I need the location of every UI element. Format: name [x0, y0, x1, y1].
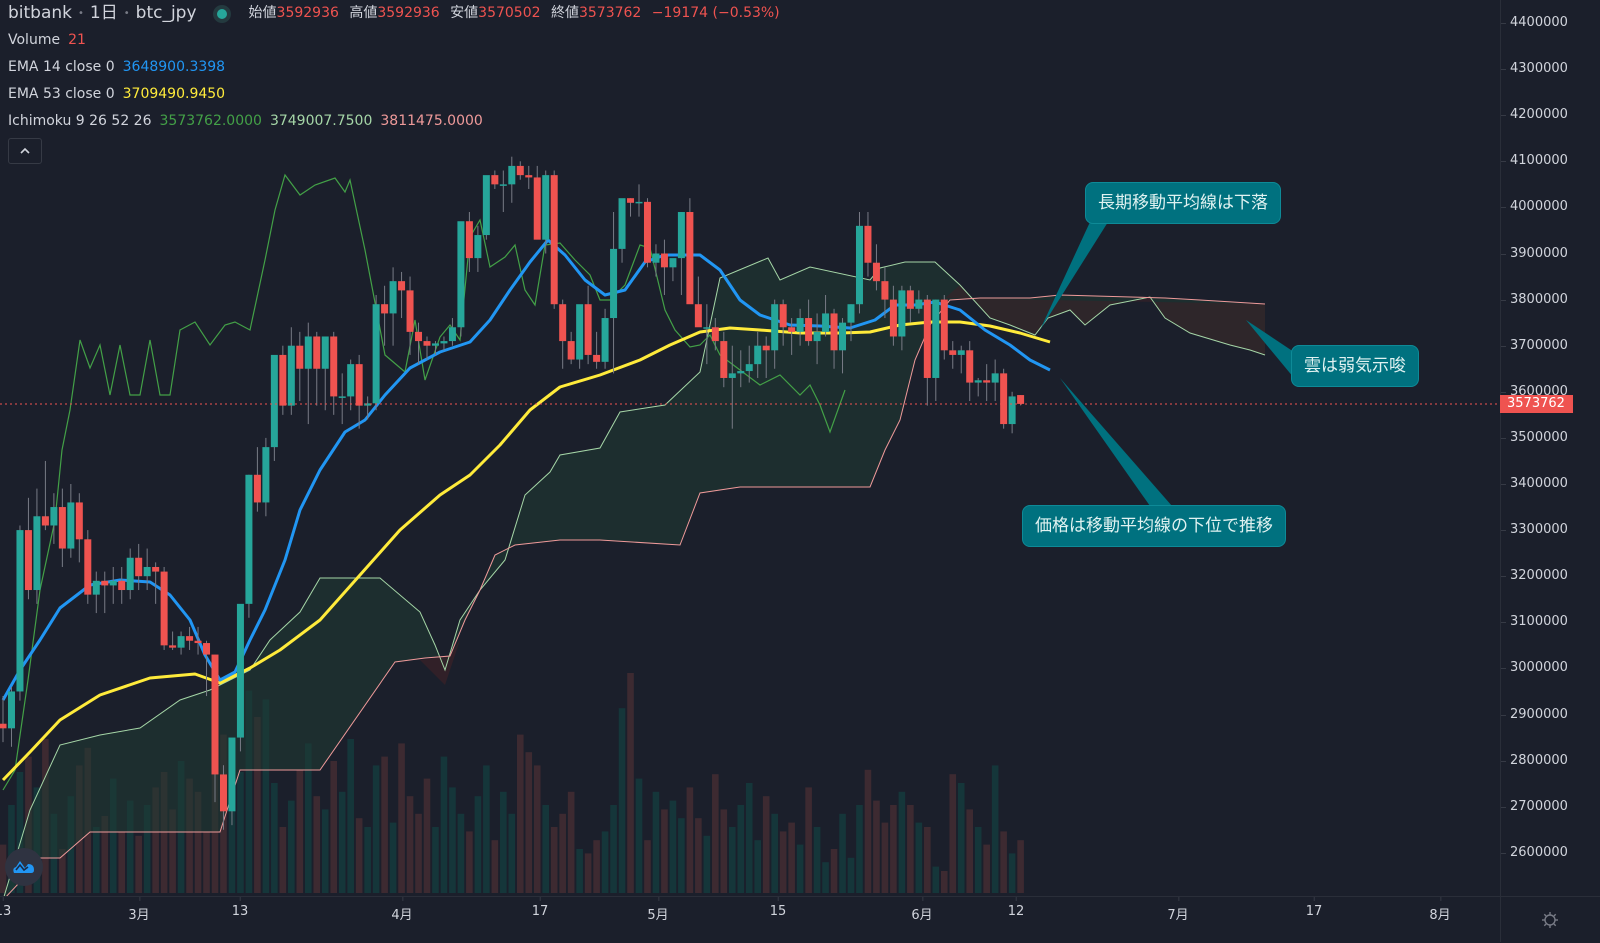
open-value: 3592936 — [276, 5, 339, 21]
collapse-legend-button[interactable] — [8, 138, 42, 164]
exchange-name[interactable]: bitbank — [8, 3, 73, 23]
gear-icon — [1542, 912, 1558, 928]
chart-settings-button[interactable] — [1500, 896, 1600, 943]
close-value: 3573762 — [578, 5, 642, 21]
symbol-name[interactable]: btc_jpy — [135, 3, 197, 23]
time-tick: 4月 — [391, 897, 413, 923]
time-tick: 13 — [232, 897, 248, 919]
low-value: 3570502 — [478, 5, 541, 21]
ema14-value: 3648900.3398 — [122, 59, 226, 75]
symbol-header: bitbank • 1日 • btc_jpy 始値3592936 高値35929… — [8, 0, 780, 27]
chart-canvas[interactable] — [0, 0, 1500, 896]
chart-legend: bitbank • 1日 • btc_jpy 始値3592936 高値35929… — [8, 0, 780, 135]
callout-cloud-bearish[interactable]: 雲は弱気示唆 — [1291, 345, 1419, 387]
ichimoku-value-3: 3811475.0000 — [380, 113, 483, 129]
ichimoku-cloud — [3, 257, 1266, 896]
ema53-label: EMA 53 close 0 — [8, 86, 115, 102]
market-status-icon — [216, 8, 227, 19]
change-value: −19174 (−0.53%) — [651, 5, 780, 21]
ichimoku-value-1: 3573762.0000 — [159, 113, 262, 129]
legend-ema14[interactable]: EMA 14 close 0 3648900.3398 — [8, 54, 780, 81]
legend-ema53[interactable]: EMA 53 close 0 3709490.9450 — [8, 81, 780, 108]
callout-price-below-ma[interactable]: 価格は移動平均線の下位で推移 — [1022, 505, 1286, 547]
volume-label: Volume — [8, 32, 61, 48]
time-tick: 13 — [0, 897, 11, 919]
high-value: 3592936 — [377, 5, 440, 21]
ohlc-values: 始値3592936 高値3592936 安値3570502 終値3573762 … — [243, 0, 780, 27]
volume-value: 21 — [68, 32, 86, 48]
separator-dot: • — [78, 8, 84, 19]
time-tick: 8月 — [1429, 897, 1451, 923]
low-label: 安値 — [450, 5, 479, 21]
legend-ichimoku[interactable]: Ichimoku 9 26 52 26 3573762.0000 3749007… — [8, 108, 780, 135]
open-label: 始値 — [248, 5, 277, 21]
time-tick: 15 — [770, 897, 786, 919]
chevron-up-icon — [20, 147, 30, 154]
time-axis[interactable]: 13 3月 13 4月 17 5月 15 6月 12 7月 17 8月 — [0, 896, 1500, 943]
ema53-value: 3709490.9450 — [122, 86, 226, 102]
time-tick: 6月 — [911, 897, 933, 923]
high-label: 高値 — [349, 5, 378, 21]
price-axis[interactable]: 4400000 4300000 4200000 4100000 4000000 39000… — [1500, 0, 1600, 942]
close-label: 終値 — [550, 5, 579, 21]
time-tick: 12 — [1008, 897, 1024, 919]
volume-bars — [0, 673, 1024, 893]
time-tick: 3月 — [128, 897, 150, 923]
separator-dot: • — [123, 8, 130, 19]
ema14-label: EMA 14 close 0 — [8, 59, 115, 75]
candlesticks — [0, 156, 1025, 830]
legend-volume[interactable]: Volume 21 — [8, 27, 780, 54]
time-tick: 5月 — [647, 897, 669, 923]
tradingview-logo-button[interactable] — [5, 848, 43, 886]
ichimoku-label: Ichimoku 9 26 52 26 — [8, 113, 152, 129]
last-price-label: 3573762 — [1500, 395, 1573, 413]
callout-long-ma-falling[interactable]: 長期移動平均線は下落 — [1085, 182, 1281, 224]
time-tick: 7月 — [1167, 897, 1189, 923]
callout-pointers — [1040, 222, 1294, 506]
time-tick: 17 — [1306, 897, 1322, 919]
interval-label[interactable]: 1日 — [89, 3, 118, 23]
ichimoku-value-2: 3749007.7500 — [269, 113, 373, 129]
time-tick: 17 — [532, 897, 548, 919]
tradingview-logo-icon — [13, 861, 35, 873]
